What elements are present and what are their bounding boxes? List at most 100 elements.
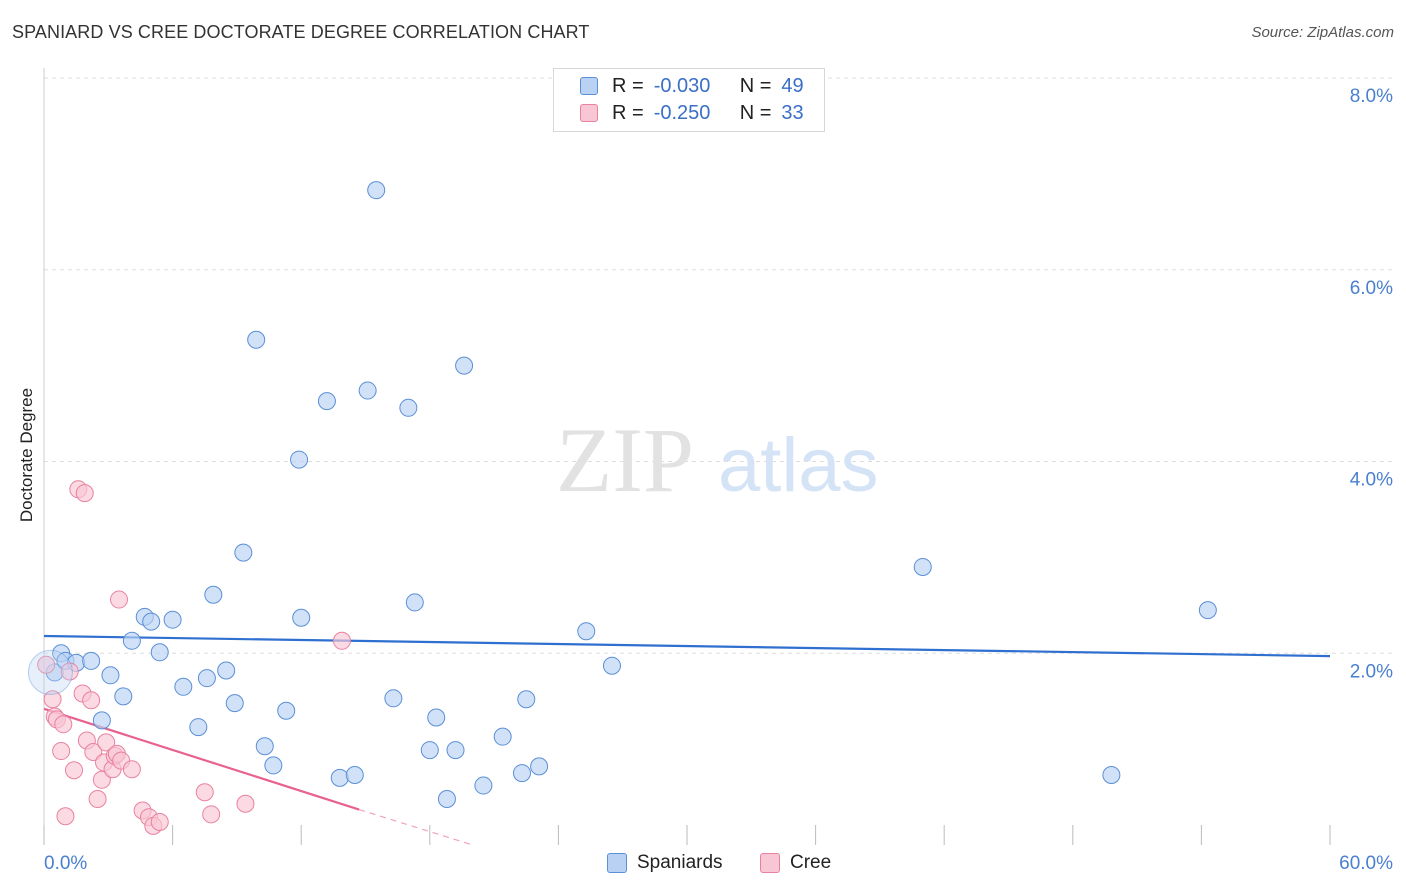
- cree-point: [52, 742, 71, 761]
- spaniards-point: [217, 661, 236, 680]
- spaniards-point: [455, 356, 474, 375]
- legend-n-label: N =: [739, 74, 772, 97]
- spaniards-point: [399, 398, 418, 417]
- legend-swatch-cree: [760, 853, 780, 873]
- y-tick-label: 2.0%: [1350, 661, 1393, 682]
- spaniards-point: [512, 764, 531, 783]
- cree-point: [92, 770, 111, 789]
- legend-r-label: R =: [612, 101, 644, 124]
- spaniards-point: [101, 666, 120, 685]
- x-tick-label: 0.0%: [44, 853, 87, 874]
- cree-point: [195, 783, 214, 802]
- legend-r-value: -0.030: [653, 74, 711, 97]
- spaniards-point: [114, 687, 133, 706]
- source-credit: Source: ZipAtlas.com: [1251, 24, 1394, 41]
- cree-point: [236, 794, 255, 813]
- legend-swatch-blue: [580, 77, 598, 95]
- legend-row-spaniards: R = -0.030 N = 49: [554, 73, 804, 99]
- spaniards-point: [189, 718, 208, 737]
- spaniards-point: [197, 669, 216, 688]
- series-legend: Spaniards Cree: [0, 852, 1406, 878]
- legend-swatch-pink: [580, 104, 598, 122]
- spaniards-point: [446, 741, 465, 760]
- spaniards-point: [292, 608, 311, 627]
- spaniards-point: [247, 330, 266, 349]
- spaniards-point: [493, 727, 512, 746]
- spaniards-point: [142, 612, 161, 631]
- cree-point: [82, 691, 101, 710]
- y-tick-label: 6.0%: [1350, 278, 1393, 299]
- cree-point: [202, 805, 221, 824]
- spaniards-point: [122, 631, 141, 650]
- cree-point: [43, 690, 62, 709]
- trend-lines: [43, 634, 1331, 846]
- spaniards-point: [204, 585, 223, 604]
- spaniards-point: [234, 543, 253, 562]
- spaniards-point: [163, 610, 182, 629]
- spaniards-point: [290, 450, 309, 469]
- cree-point: [332, 631, 351, 650]
- cree-point: [56, 807, 75, 826]
- watermark-atlas: atlas: [718, 423, 879, 508]
- watermark-zip: ZIP: [556, 409, 694, 511]
- y-tick-label: 8.0%: [1350, 86, 1393, 107]
- legend-r-label: R =: [612, 74, 644, 97]
- legend-n-label: N =: [739, 101, 772, 124]
- spaniards-point: [474, 776, 493, 795]
- spaniards-point: [1198, 601, 1217, 620]
- spaniards-point: [225, 694, 244, 713]
- cree-point: [88, 789, 107, 808]
- spaniards-point: [82, 651, 101, 670]
- gridlines: [44, 77, 1392, 654]
- spaniards-point: [384, 689, 403, 708]
- spaniards-point: [264, 756, 283, 775]
- spaniards-point: [517, 690, 536, 709]
- chart-title: SPANIARD VS CREE DOCTORATE DEGREE CORREL…: [12, 22, 590, 42]
- legend-swatch-spaniards: [607, 853, 627, 873]
- cree-trend-extension: [358, 808, 473, 846]
- correlation-legend: R = -0.030 N = 49 R = -0.250 N = 33: [553, 68, 825, 132]
- cree-point: [97, 733, 116, 752]
- cree-point: [84, 743, 103, 762]
- spaniards-point: [330, 768, 349, 787]
- spaniards-point: [913, 557, 932, 576]
- cree-point: [65, 761, 84, 780]
- cree-point: [150, 812, 169, 831]
- legend-n-value: 49: [781, 74, 804, 97]
- legend-label-cree: Cree: [790, 852, 832, 873]
- spaniards-point: [317, 392, 336, 411]
- spaniards-point-large: [27, 649, 73, 695]
- spaniards-trend-line: [43, 634, 1331, 658]
- data-points: [27, 181, 1217, 835]
- legend-item-cree: Cree: [760, 852, 831, 874]
- cree-point: [75, 484, 94, 503]
- cree-point: [110, 590, 129, 609]
- spaniards-point: [1102, 766, 1121, 785]
- spaniards-point: [437, 789, 456, 808]
- spaniards-point: [367, 181, 386, 200]
- spaniards-point: [358, 381, 377, 400]
- cree-point: [122, 760, 141, 779]
- legend-item-spaniards: Spaniards: [607, 852, 723, 874]
- spaniards-point: [255, 737, 274, 756]
- spaniards-point: [150, 643, 169, 662]
- spaniards-point: [405, 593, 424, 612]
- cree-point: [60, 662, 79, 681]
- spaniards-point: [345, 766, 364, 785]
- cree-point: [54, 715, 73, 734]
- spaniards-point: [420, 741, 439, 760]
- spaniards-point: [92, 711, 111, 730]
- cree-point: [37, 655, 56, 674]
- axes: [43, 68, 1331, 845]
- spaniards-point: [602, 656, 621, 675]
- tick-labels: 2.0% 4.0% 6.0% 8.0% 0.0% 60.0%: [44, 86, 1393, 874]
- legend-n-value: 33: [781, 101, 804, 124]
- spaniards-point: [577, 622, 596, 641]
- y-tick-label: 4.0%: [1350, 470, 1393, 491]
- legend-r-value: -0.250: [653, 101, 711, 124]
- spaniards-point: [277, 701, 296, 720]
- x-tick-label: 60.0%: [1339, 853, 1393, 874]
- spaniards-point: [530, 757, 549, 776]
- legend-label-spaniards: Spaniards: [637, 852, 723, 873]
